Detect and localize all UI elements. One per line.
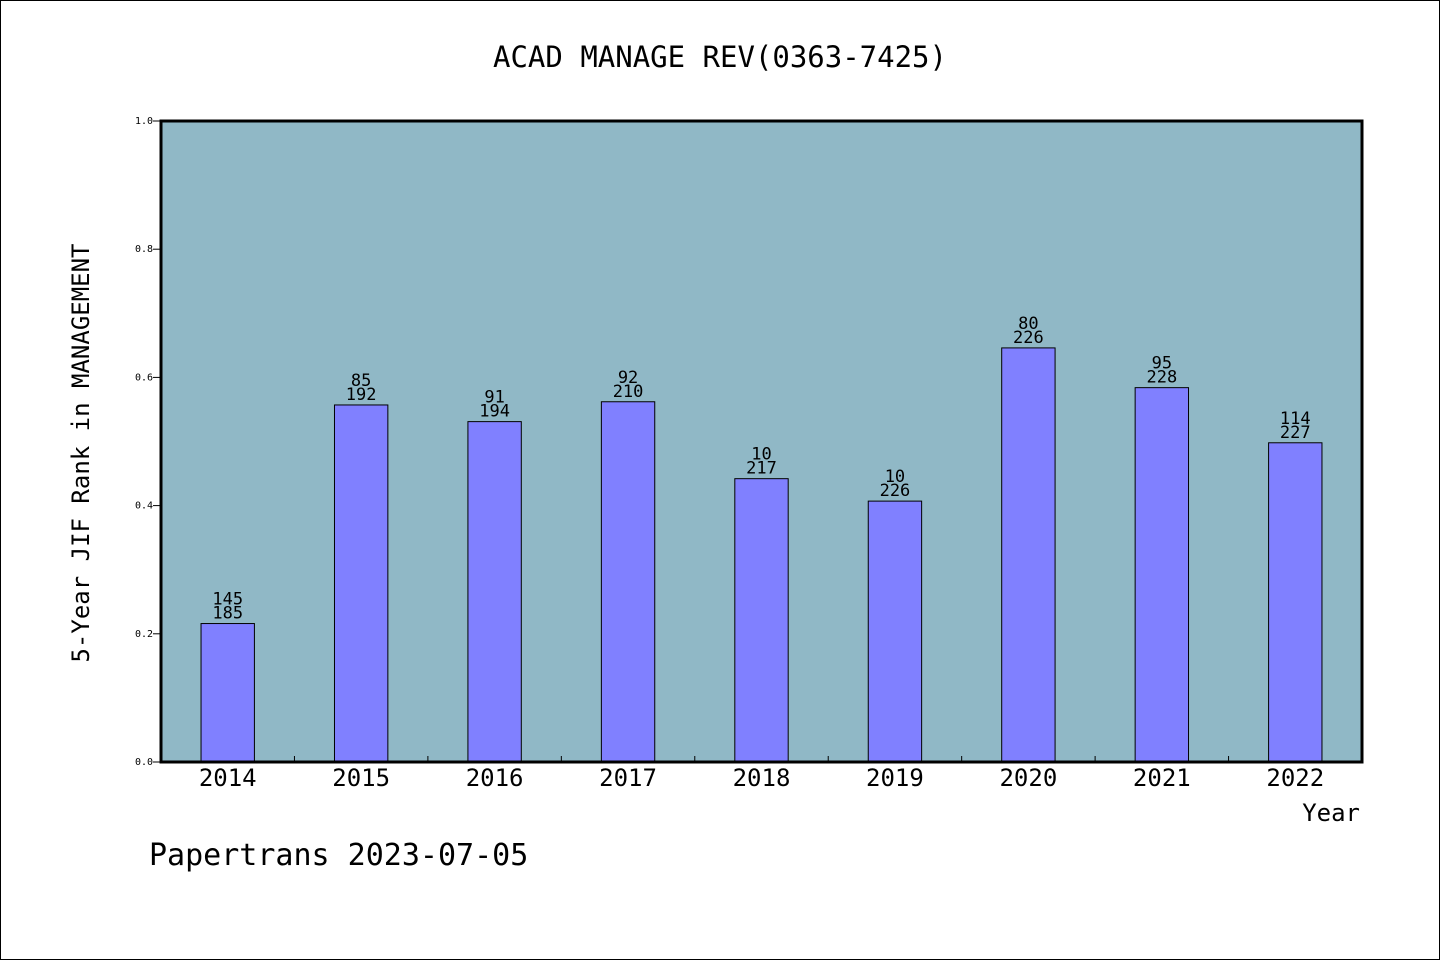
x-tick-label: 2014 <box>199 764 257 792</box>
bar-label-bottom: 217 <box>746 459 777 479</box>
bar-label-top: 10 <box>885 467 905 487</box>
bar-label-bottom: 194 <box>479 402 510 422</box>
x-tick-label: 2017 <box>599 764 657 792</box>
y-tick-label: 0.2 <box>135 629 153 640</box>
bar-label-bottom: 210 <box>613 382 644 402</box>
plot-frame <box>159 119 1364 764</box>
x-axis-ticks: 2014 2015 2016 2017 2018 2019 2020 2021 2022 <box>199 756 1324 792</box>
bar-label-top: 85 <box>351 371 371 391</box>
bar-label-bottom: 226 <box>880 481 911 501</box>
x-tick-label: 2019 <box>866 764 924 792</box>
x-tick-label: 2015 <box>332 764 390 792</box>
y-tick-label: 0.4 <box>135 501 153 512</box>
bar-label-top: 80 <box>1018 314 1038 334</box>
bars-group <box>200 347 1323 763</box>
y-tick-label: 0.8 <box>135 244 153 255</box>
bar-label-top: 92 <box>618 368 638 388</box>
y-tick-label: 0.0 <box>135 757 153 768</box>
y-axis-label: 5-Year JIF Rank in MANAGEMENT <box>67 243 95 662</box>
bar-label-bottom: 185 <box>212 604 243 624</box>
bar-2015 <box>333 404 389 763</box>
footer-date-label: Papertrans 2023-07-05 <box>149 838 528 873</box>
bar-label-top: 91 <box>484 388 504 408</box>
bar-label-top: 10 <box>751 445 771 465</box>
bar-label-top: 95 <box>1152 354 1172 374</box>
x-tick-label: 2022 <box>1266 764 1324 792</box>
bar-label-top: 114 <box>1280 409 1311 429</box>
y-tick-label: 1.0 <box>135 116 153 127</box>
bar-label-bottom: 226 <box>1013 328 1044 348</box>
y-axis-ticks: 0.0 0.2 0.4 0.6 0.8 1.0 <box>135 116 161 768</box>
x-tick-label: 2020 <box>999 764 1057 792</box>
x-tick-label: 2016 <box>466 764 524 792</box>
y-tick-label: 0.6 <box>135 372 153 383</box>
bar-label-bottom: 227 <box>1280 423 1311 443</box>
bar-2022 <box>1268 442 1323 763</box>
bar-2019 <box>867 500 923 763</box>
bar-2017 <box>600 401 656 763</box>
x-tick-label: 2018 <box>733 764 791 792</box>
bar-2020 <box>1001 347 1056 763</box>
bar-label-bottom: 192 <box>346 385 377 405</box>
bar-2018 <box>734 478 789 763</box>
chart-title: ACAD MANAGE REV(0363-7425) <box>493 40 947 74</box>
bar-2014 <box>200 623 255 763</box>
bar-2016 <box>467 421 522 763</box>
x-axis-label: Year <box>1302 799 1360 827</box>
x-tick-label: 2021 <box>1133 764 1191 792</box>
bar-label-top: 145 <box>212 590 243 610</box>
bar-2021 <box>1134 387 1190 763</box>
bar-label-bottom: 228 <box>1146 368 1177 388</box>
